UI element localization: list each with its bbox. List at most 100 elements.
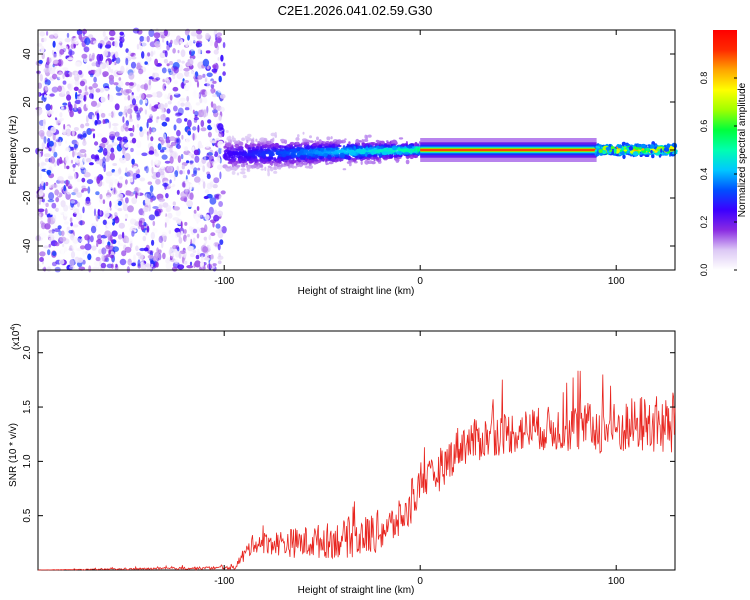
spectrogram-cell <box>54 117 58 121</box>
spectrogram-cell <box>241 137 246 142</box>
spectrogram-cell <box>173 258 179 264</box>
spectrogram-cell <box>218 146 222 155</box>
spectrogram-cell <box>150 159 154 167</box>
spectrogram-cell <box>246 157 251 160</box>
spectrogram-cell <box>117 181 123 189</box>
spectrogram-cell <box>597 144 603 148</box>
spectrogram-cell <box>123 143 130 148</box>
spectrogram-cell <box>55 207 59 212</box>
spectrogram-cell <box>164 94 168 100</box>
spectrogram-cell <box>148 153 155 161</box>
spectrogram-cell <box>166 63 170 67</box>
spectrogram-x-ticks: -100 0 100 <box>214 30 625 287</box>
spectrogram-cell <box>387 151 392 155</box>
spectrogram-cell <box>92 221 97 226</box>
spectrogram-cell <box>131 197 138 205</box>
spectrogram-cell <box>39 257 44 262</box>
spectrogram-cell <box>223 150 229 153</box>
spectrogram-cell <box>187 48 195 52</box>
spectrogram-cell <box>80 123 85 129</box>
spectrogram-cell <box>404 151 410 155</box>
spectrogram-cell <box>132 165 139 171</box>
spectrogram-cell <box>274 142 280 148</box>
spectrogram-cell <box>618 144 623 149</box>
spectrogram-cell <box>364 159 370 165</box>
spectrogram-cell <box>74 61 82 67</box>
spectrogram-cell <box>397 154 403 158</box>
spectrogram-cell <box>180 102 185 107</box>
spectrogram-cell <box>108 103 113 109</box>
spectrogram-cell <box>216 164 223 170</box>
snr-x-tick-label: 100 <box>608 576 625 587</box>
spectrogram-cell <box>162 182 169 187</box>
spectrogram-cell <box>190 31 198 37</box>
spectrogram-cell <box>202 73 206 78</box>
spectrogram-cell <box>254 150 259 155</box>
spectrogram-cell <box>90 40 93 45</box>
spectrogram-cell <box>93 260 100 267</box>
spectrogram-cell <box>70 251 76 259</box>
spectrogram-cell <box>273 162 278 167</box>
spectrogram-cell <box>150 136 154 142</box>
spectrogram-cell <box>145 167 151 173</box>
spectrogram-cell <box>177 155 182 164</box>
spectrogram-cell <box>118 77 122 81</box>
spectrogram-cell <box>235 149 239 152</box>
spectrogram-cell <box>308 155 312 160</box>
spectrogram-cell <box>194 214 202 223</box>
spectrogram-cell <box>168 229 171 235</box>
spectrogram-cell <box>212 64 217 69</box>
spectrogram-cell <box>135 245 139 252</box>
spectrogram-cell <box>110 63 114 71</box>
spectrogram-cell <box>73 208 80 215</box>
spectrogram-cell <box>197 48 202 54</box>
spectrogram-cell <box>235 155 241 159</box>
spectrogram-cell <box>117 207 123 212</box>
spectrogram-cell <box>243 157 247 162</box>
spectrogram-cell <box>187 234 190 238</box>
spectrogram-cell <box>186 95 190 102</box>
spectrogram-cell <box>179 170 183 175</box>
spectrogram-cell <box>220 54 224 62</box>
spectrogram-cell <box>334 141 338 145</box>
spectrogram-cell <box>159 211 167 218</box>
spectrogram-cell <box>139 130 144 138</box>
spectrogram-cell <box>165 205 172 213</box>
spectrogram-cell <box>44 77 48 83</box>
spectrogram-cell <box>302 131 305 135</box>
spectrogram-cell <box>246 139 249 144</box>
spectrogram-cell <box>140 224 145 231</box>
spectrogram-cell <box>119 137 125 142</box>
spectrogram-cell <box>166 108 171 114</box>
spectrogram-cell <box>257 140 261 144</box>
spectrogram-cell <box>44 79 51 86</box>
spectrogram-cell <box>204 224 208 233</box>
spectrogram-cell <box>200 127 207 132</box>
spectrogram-cell <box>164 222 167 228</box>
spectrogram-cell <box>134 118 138 126</box>
spectrogram-cell <box>115 92 123 96</box>
spectrogram-cell <box>106 122 109 128</box>
spectrogram-cell <box>48 148 52 152</box>
spectrogram-cell <box>183 80 186 84</box>
spectrogram-cell <box>343 147 347 150</box>
spectrogram-cell <box>161 147 167 151</box>
spectrogram-cell <box>212 184 218 189</box>
spectrogram-cell <box>43 245 49 249</box>
spectrogram-cell <box>376 140 381 143</box>
spectrogram-cell <box>108 94 114 103</box>
spectrogram-cell <box>203 236 207 241</box>
spectrogram-cell <box>210 160 217 164</box>
spectrogram-cell <box>174 227 181 233</box>
snr-y-tick-label: 0.5 <box>22 508 33 522</box>
spectrogram-cell <box>218 75 222 83</box>
spectrogram-cell <box>61 105 64 110</box>
spectrogram-cell <box>207 112 214 119</box>
spectrogram-cell <box>93 76 97 83</box>
spectrogram-cell <box>173 124 177 131</box>
spectrogram-cell <box>134 126 138 134</box>
spectrogram-cell <box>58 259 65 265</box>
spectrogram-cell <box>53 151 58 158</box>
spectrogram-cell <box>623 149 628 152</box>
spectrogram-cell <box>40 232 47 239</box>
